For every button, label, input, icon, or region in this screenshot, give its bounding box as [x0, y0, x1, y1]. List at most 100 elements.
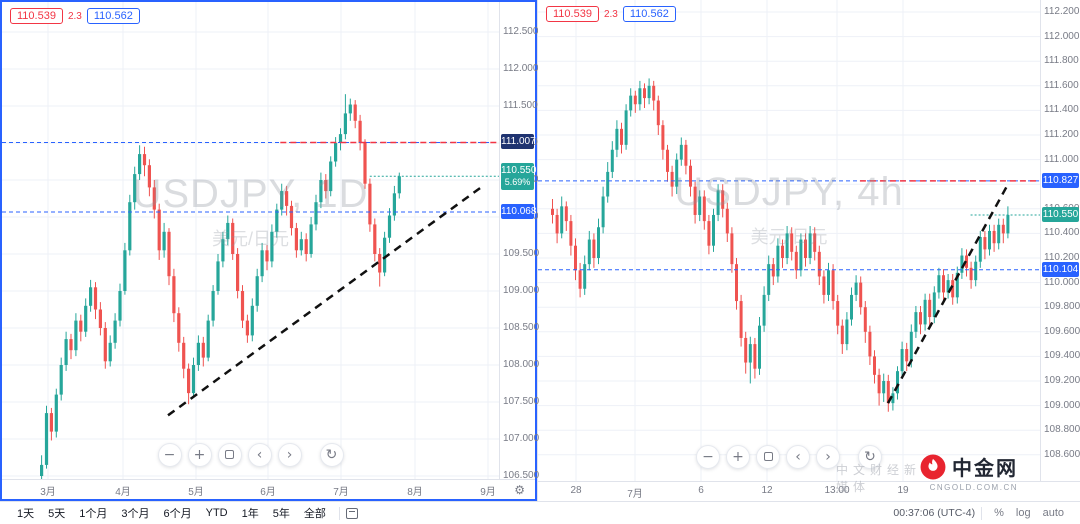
spread-value: 2.3: [603, 8, 618, 20]
price-badge[interactable]: 110.068: [501, 203, 537, 219]
time-axis-label: 3月: [40, 487, 56, 498]
scale-mode-%[interactable]: %: [994, 507, 1004, 519]
maximize-button[interactable]: [756, 445, 780, 469]
time-axis-label: 7月: [627, 489, 643, 500]
time-axis-label: 9月: [480, 487, 496, 498]
price-axis-label: 111.400: [1044, 104, 1079, 116]
spread-value: 2.3: [67, 10, 82, 22]
scroll-right-button[interactable]: ›: [816, 445, 840, 469]
flame-logo-icon: [920, 454, 946, 479]
price-badge[interactable]: 110.550 5.69%: [501, 163, 537, 191]
range-button-1年[interactable]: 1年: [241, 508, 259, 520]
price-axis-label: 107.000: [503, 433, 540, 444]
zoom-out-button[interactable]: −: [157, 443, 182, 467]
range-button-全部[interactable]: 全部: [303, 508, 326, 520]
maximize-icon: [225, 450, 234, 459]
price-axis-label: 112.000: [503, 63, 539, 74]
time-axis-label: 7月: [333, 487, 349, 498]
scale-mode-auto[interactable]: auto: [1042, 507, 1064, 519]
range-button-5天[interactable]: 5天: [48, 508, 66, 520]
time-axis-label: 5月: [188, 487, 204, 498]
price-axis-label: 111.600: [1044, 79, 1079, 91]
price-badge-value: 111.007: [501, 136, 536, 148]
price-axis-label: 109.200: [1044, 375, 1080, 386]
candlestick-plot-daily[interactable]: [2, 2, 499, 479]
scroll-left-button[interactable]: ‹: [786, 445, 810, 469]
zoom-in-button[interactable]: +: [187, 443, 212, 467]
time-axis-label: 8月: [407, 487, 423, 498]
range-button-5年[interactable]: 5年: [272, 508, 290, 520]
price-axis-label: 109.000: [1044, 399, 1080, 411]
price-axis-label: 109.000: [503, 285, 540, 296]
bottom-toolbar: 1天 5天 1个月 3个月 6个月 YTD 1年 5年 全部 00:37:06 (UTC-4) …: [0, 501, 1080, 524]
price-badge[interactable]: 110.104: [1042, 261, 1079, 277]
brand-tagline: 中文财经新媒体: [836, 463, 922, 494]
price-axis-label: 107.500: [503, 396, 540, 407]
time-axis[interactable]: 3月 4月 5月 6月 7月 8月 9月: [2, 479, 535, 499]
price-axis-label: 111.000: [1044, 153, 1079, 165]
divider: [981, 506, 983, 520]
brand-name: 中金网: [952, 458, 1018, 480]
scroll-right-button[interactable]: ›: [277, 443, 302, 467]
bid-price-chip[interactable]: 110.539: [546, 6, 599, 22]
price-axis-label: 108.800: [1044, 424, 1080, 436]
price-axis-label: 112.200: [1044, 6, 1080, 17]
time-axis-label: 4月: [115, 487, 131, 498]
price-axis-label: 110.000: [1044, 276, 1080, 288]
reset-button[interactable]: ↻: [858, 445, 882, 469]
chart-nav-controls: − + ‹ › ↻: [2, 443, 499, 467]
price-axis-label: 109.500: [503, 248, 540, 259]
price-axis-label: 108.000: [503, 359, 540, 370]
zoom-in-button[interactable]: +: [726, 445, 750, 469]
price-badge-value: 110.550: [501, 165, 537, 177]
reset-button[interactable]: ↻: [319, 443, 344, 467]
price-axis-label: 109.800: [1044, 301, 1080, 313]
drawing-overlays[interactable]: [2, 141, 499, 417]
range-button-6个月[interactable]: 6个月: [163, 508, 192, 520]
drawing-overlays[interactable]: [538, 180, 1041, 404]
chart-nav-controls: − + ‹ › ↻: [538, 445, 1040, 469]
time-axis[interactable]: 28 7月 6 12 13:00 19: [538, 481, 1080, 501]
time-axis-label: 6: [698, 485, 704, 496]
range-button-1天[interactable]: 1天: [17, 508, 35, 520]
brand-logo: 中金网 CNGOLD.COM.CN: [920, 452, 1018, 492]
price-axis[interactable]: 112.200 112.000 111.800 111.600 111.400 111.2…: [1040, 0, 1080, 481]
price-axis-label: 109.400: [1044, 350, 1080, 362]
clock-timestamp[interactable]: 00:37:06 (UTC-4): [893, 507, 976, 519]
range-button-YTD[interactable]: YTD: [205, 507, 228, 519]
range-button-3个月[interactable]: 3个月: [121, 508, 150, 520]
scale-mode-buttons: % log auto: [988, 505, 1070, 521]
price-axis-label: 109.600: [1044, 325, 1080, 337]
price-axis-label: 108.500: [503, 322, 540, 333]
divider: [338, 506, 340, 520]
quote-chips: 110.539 2.3 110.562: [546, 6, 676, 22]
price-axis[interactable]: 112.500112.000111.500111.000110.500110.0…: [499, 2, 539, 481]
candlestick-plot-4h[interactable]: [538, 0, 1041, 481]
price-axis-label: 106.500: [503, 470, 540, 481]
calendar-icon[interactable]: [345, 507, 358, 519]
price-badge[interactable]: 111.007: [501, 134, 536, 150]
chart-pane-daily: USDJPY, 1D 美元/日元 110.539 2.3 110.562 112…: [0, 0, 539, 501]
grid-lines: [2, 2, 499, 479]
price-axis-label: 111.500: [503, 100, 538, 111]
scroll-left-button[interactable]: ‹: [247, 443, 272, 467]
price-badge-value: 110.550: [1042, 208, 1079, 220]
change-percent: 5.69%: [504, 177, 531, 188]
price-axis-label: 110.200: [1044, 252, 1080, 263]
chart-pane-4h: USDJPY, 4h 美元/日元 110.539 2.3 110.562 112…: [537, 0, 1080, 501]
price-axis-label: 111.800: [1044, 55, 1079, 67]
gear-icon[interactable]: ⚙: [514, 483, 525, 497]
range-button-1个月[interactable]: 1个月: [79, 508, 108, 520]
price-badge-value: 110.068: [501, 205, 537, 217]
price-badge[interactable]: 110.550: [1042, 206, 1079, 222]
zoom-out-button[interactable]: −: [696, 445, 720, 469]
price-badge[interactable]: 110.827: [1042, 172, 1079, 188]
scale-mode-log[interactable]: log: [1015, 507, 1031, 519]
bid-price-chip[interactable]: 110.539: [10, 8, 63, 24]
ask-price-chip[interactable]: 110.562: [622, 6, 676, 22]
ask-price-chip[interactable]: 110.562: [86, 8, 140, 24]
quote-chips: 110.539 2.3 110.562: [10, 8, 140, 24]
price-badge-value: 110.827: [1042, 174, 1079, 186]
maximize-button[interactable]: [217, 443, 242, 467]
price-badge-value: 110.104: [1042, 263, 1079, 275]
